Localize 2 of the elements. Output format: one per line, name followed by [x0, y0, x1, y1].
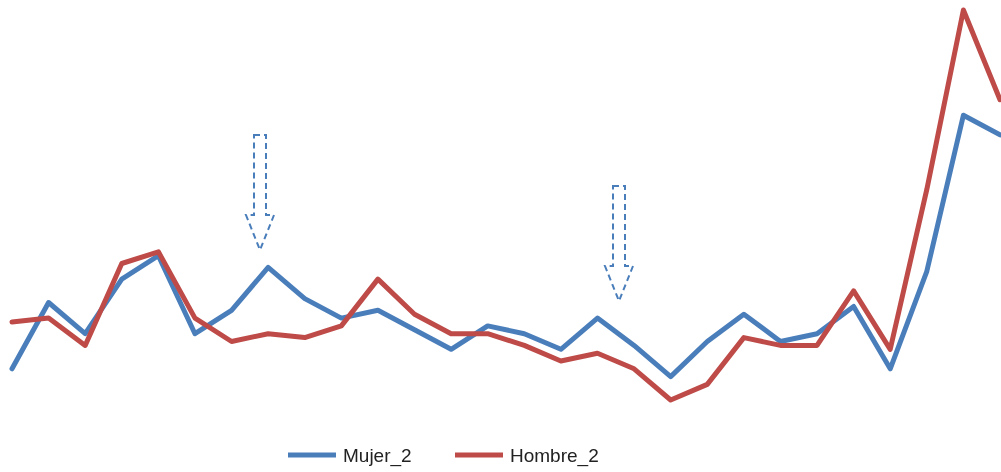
legend-label: Mujer_2	[343, 445, 412, 467]
legend-label: Hombre_2	[510, 445, 599, 467]
